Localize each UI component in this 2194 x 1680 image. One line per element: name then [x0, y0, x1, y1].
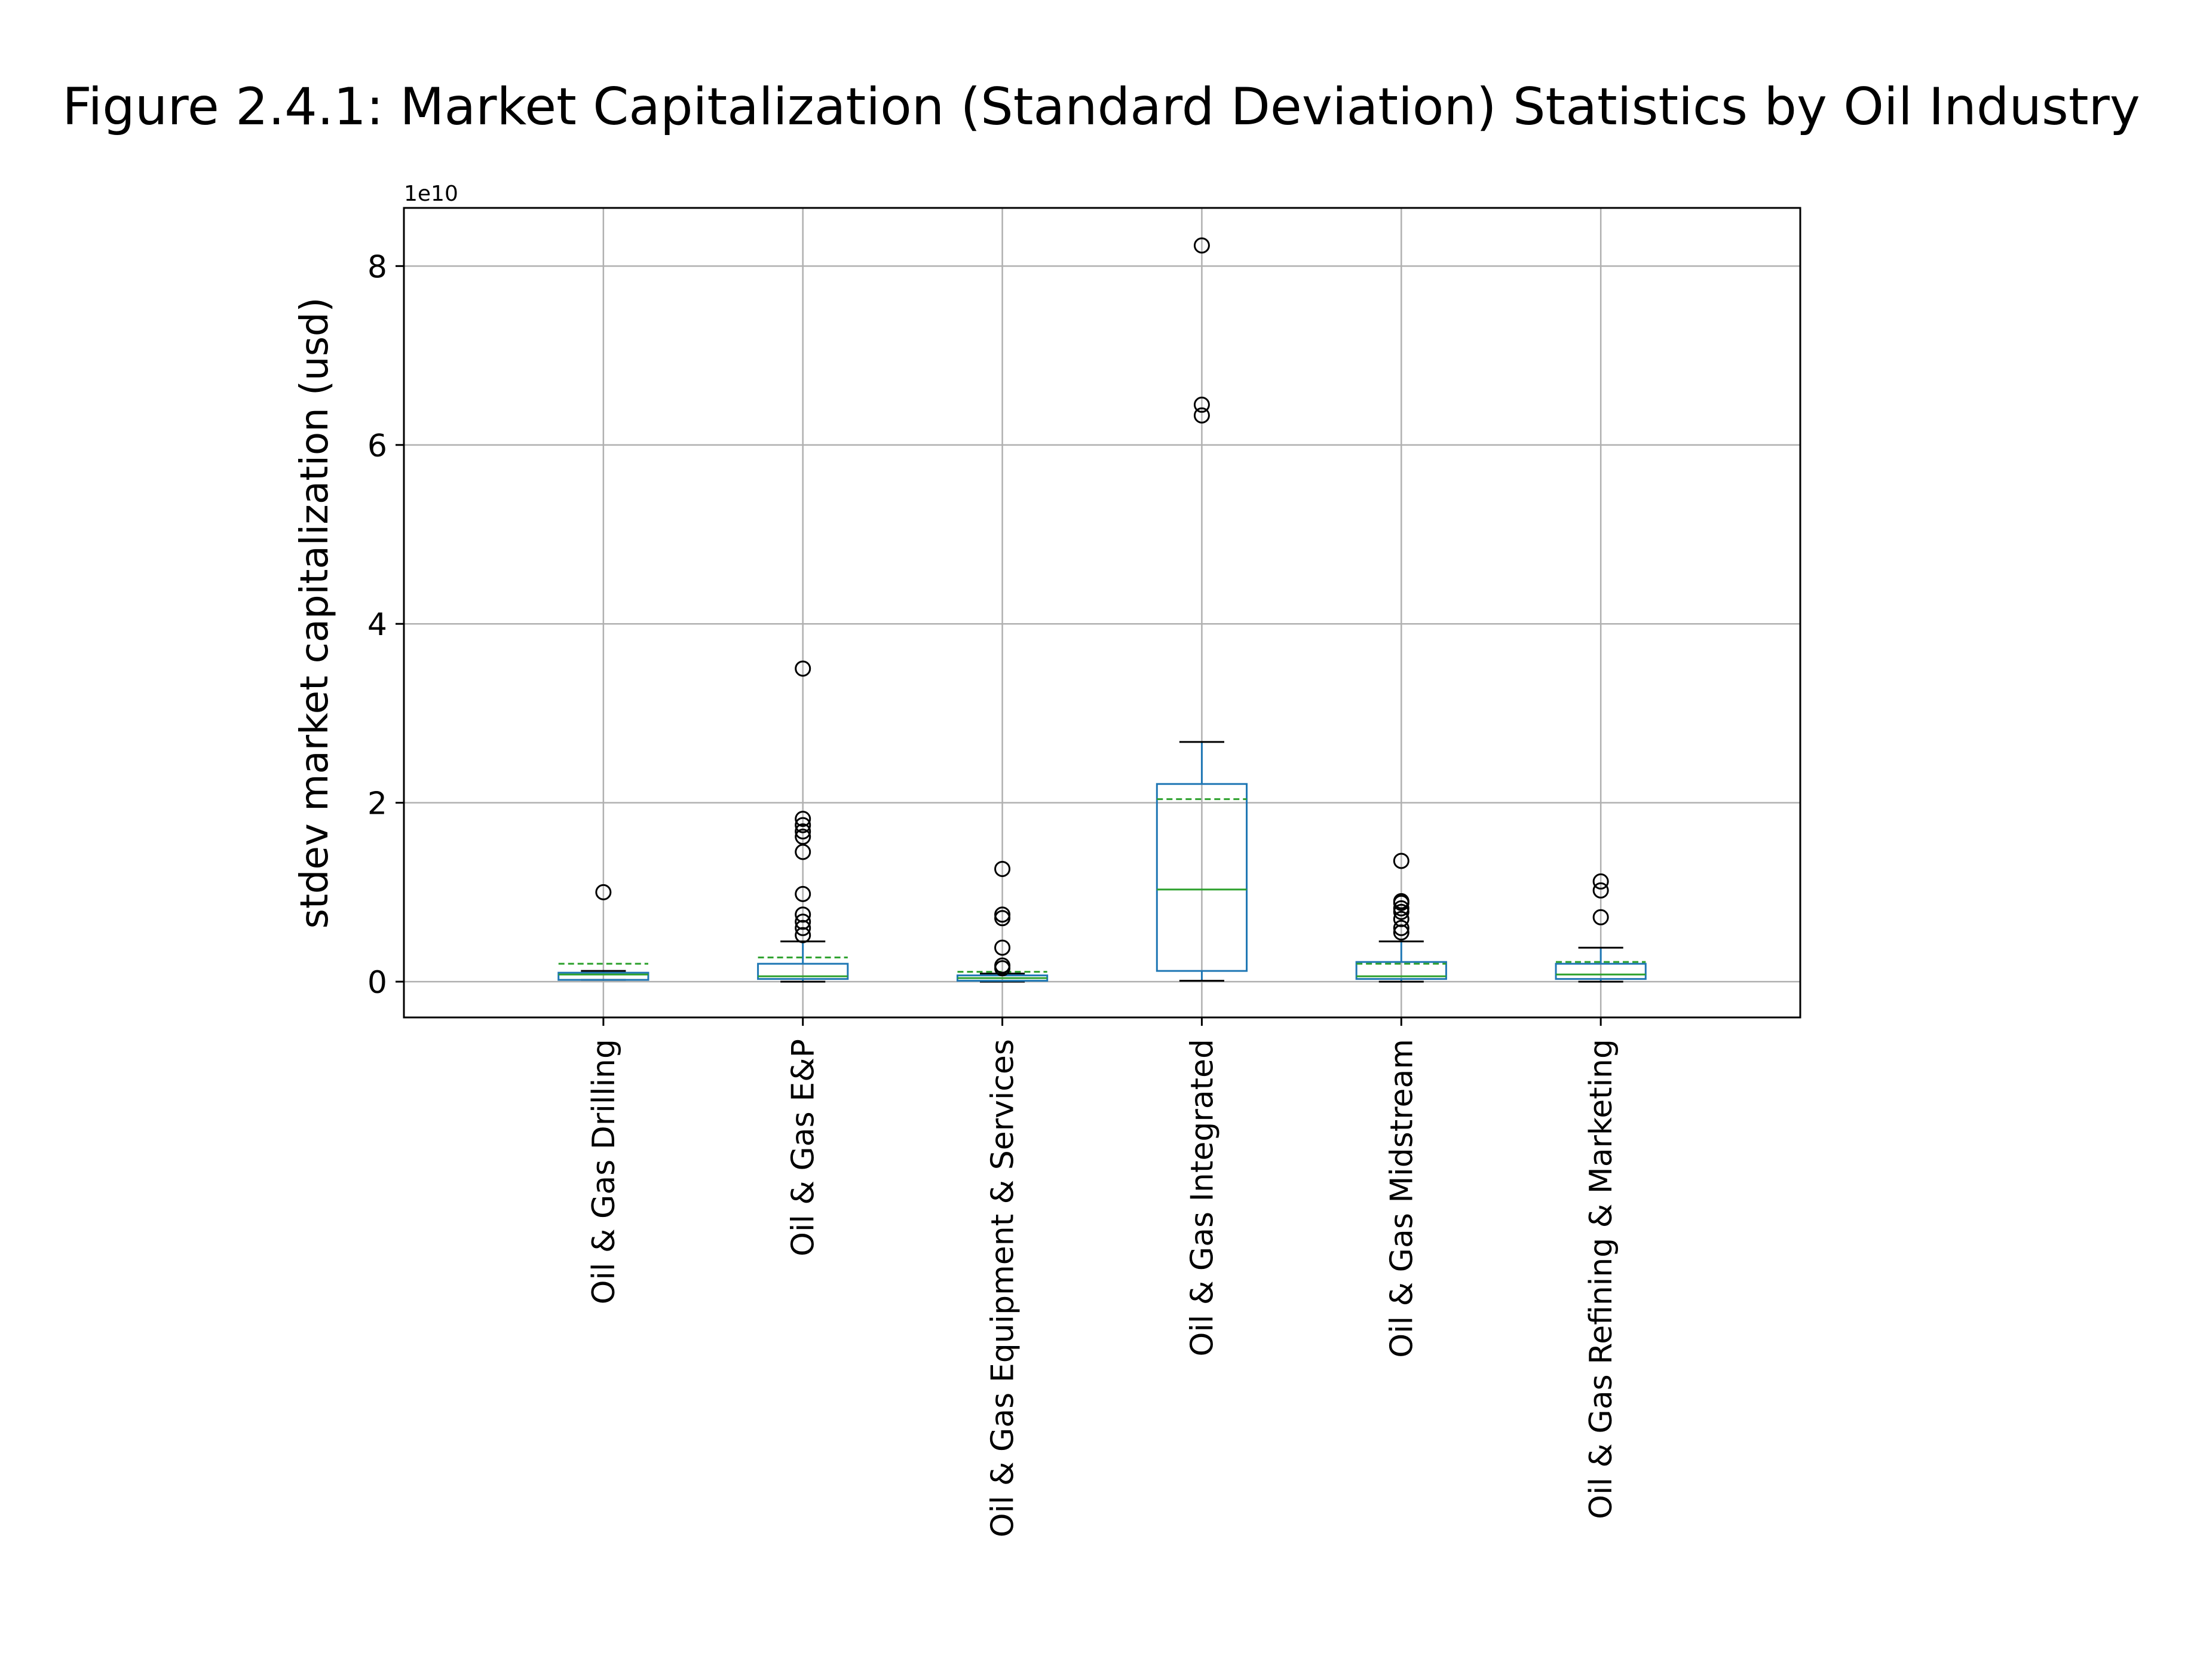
iqr-box	[1156, 783, 1248, 972]
outlier-point	[1592, 882, 1609, 899]
outlier-point	[795, 660, 811, 677]
x-tick-label: Oil & Gas Integrated	[1184, 1039, 1220, 1357]
outlier-point	[795, 919, 811, 936]
outlier-point	[1393, 910, 1409, 927]
box-6	[1555, 873, 1647, 983]
box-4	[1156, 237, 1248, 982]
outlier-point	[795, 927, 811, 943]
outlier-point	[994, 906, 1011, 923]
x-tick-label: Oil & Gas Equipment & Services	[985, 1039, 1021, 1537]
box-1	[557, 884, 649, 981]
outlier-point	[795, 817, 811, 833]
outlier-point	[1393, 900, 1409, 916]
y-tick-label: 0	[367, 965, 387, 1001]
box-2	[757, 660, 849, 983]
outlier-point	[1393, 853, 1409, 869]
outlier-point	[1393, 893, 1409, 909]
plot-area-frame	[403, 207, 1801, 1019]
outlier-point	[595, 884, 612, 900]
y-axis-offset-label: 1e10	[404, 182, 458, 206]
outlier-point	[795, 829, 811, 845]
outlier-point	[795, 811, 811, 827]
iqr-box	[557, 971, 649, 981]
outlier-point	[795, 906, 811, 923]
y-axis-ticks: 0 2 4 6 8	[367, 249, 404, 1001]
outlier-point	[994, 939, 1011, 956]
box-3	[956, 860, 1049, 983]
iqr-box	[757, 962, 849, 980]
outlier-point	[994, 957, 1011, 974]
y-tick-label: 8	[367, 249, 387, 285]
outlier-point	[994, 860, 1011, 877]
outlier-point	[1592, 873, 1609, 890]
y-tick-label: 4	[367, 607, 387, 643]
outlier-point	[795, 913, 811, 930]
outlier-point	[795, 823, 811, 840]
x-axis-ticks: Oil & Gas Drilling Oil & Gas E&P Oil & Gas…	[586, 1017, 1619, 1537]
iqr-box	[1355, 961, 1447, 980]
iqr-box	[1555, 962, 1647, 980]
box-plot-boxes	[557, 237, 1647, 983]
x-tick-label: Oil & Gas Midstream	[1384, 1039, 1420, 1358]
outlier-point	[1393, 924, 1409, 941]
outlier-point	[1592, 909, 1609, 925]
x-tick-label: Oil & Gas Drilling	[586, 1039, 622, 1304]
y-axis-label: stdev market capitalization (usd)	[293, 297, 337, 928]
outlier-point	[1193, 396, 1210, 413]
x-tick-label: Oil & Gas Refining & Marketing	[1583, 1039, 1619, 1519]
outlier-point	[1393, 919, 1409, 936]
box-5	[1355, 853, 1447, 983]
x-tick-label: Oil & Gas E&P	[786, 1039, 822, 1256]
y-tick-label: 6	[367, 428, 387, 464]
outlier-point	[1193, 237, 1210, 254]
chart-title: Figure 2.4.1: Market Capitalization (Sta…	[62, 77, 2140, 137]
y-tick-label: 2	[367, 786, 387, 822]
outlier-point	[795, 885, 811, 902]
outlier-point	[1193, 407, 1210, 424]
